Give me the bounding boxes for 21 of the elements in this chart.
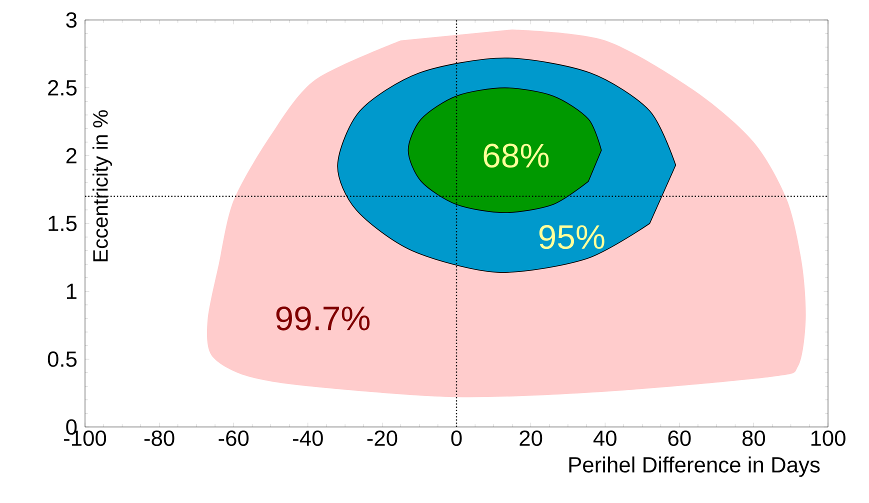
annotation: 68% <box>484 144 549 168</box>
annotation: 95% <box>539 225 604 250</box>
y-tick-label: 1.5 <box>48 216 77 232</box>
x-tick-label: 20 <box>520 430 542 446</box>
y-tick-label: 1 <box>66 284 76 299</box>
annotation: 99.7% <box>276 306 370 330</box>
x-tick-label: 60 <box>668 430 691 446</box>
x-tick-label: 100 <box>811 430 846 446</box>
y-tick-label: 0.5 <box>48 351 77 367</box>
y-axis-title: Eccentricity in % <box>92 110 112 262</box>
y-tick-label: 2 <box>66 148 76 164</box>
x-tick-label: -40 <box>293 430 323 446</box>
x-tick-label: 40 <box>593 430 616 446</box>
x-tick-label: 80 <box>742 430 766 446</box>
x-tick-label: -60 <box>218 430 249 446</box>
x-tick-label: -20 <box>367 430 398 446</box>
x-axis-title: Perihel Difference in Days <box>569 456 820 477</box>
x-tick-label: -80 <box>144 430 174 446</box>
y-tick-label: 2.5 <box>48 80 77 96</box>
x-tick-label: 0 <box>451 430 462 446</box>
y-tick-label: 3 <box>66 12 77 28</box>
